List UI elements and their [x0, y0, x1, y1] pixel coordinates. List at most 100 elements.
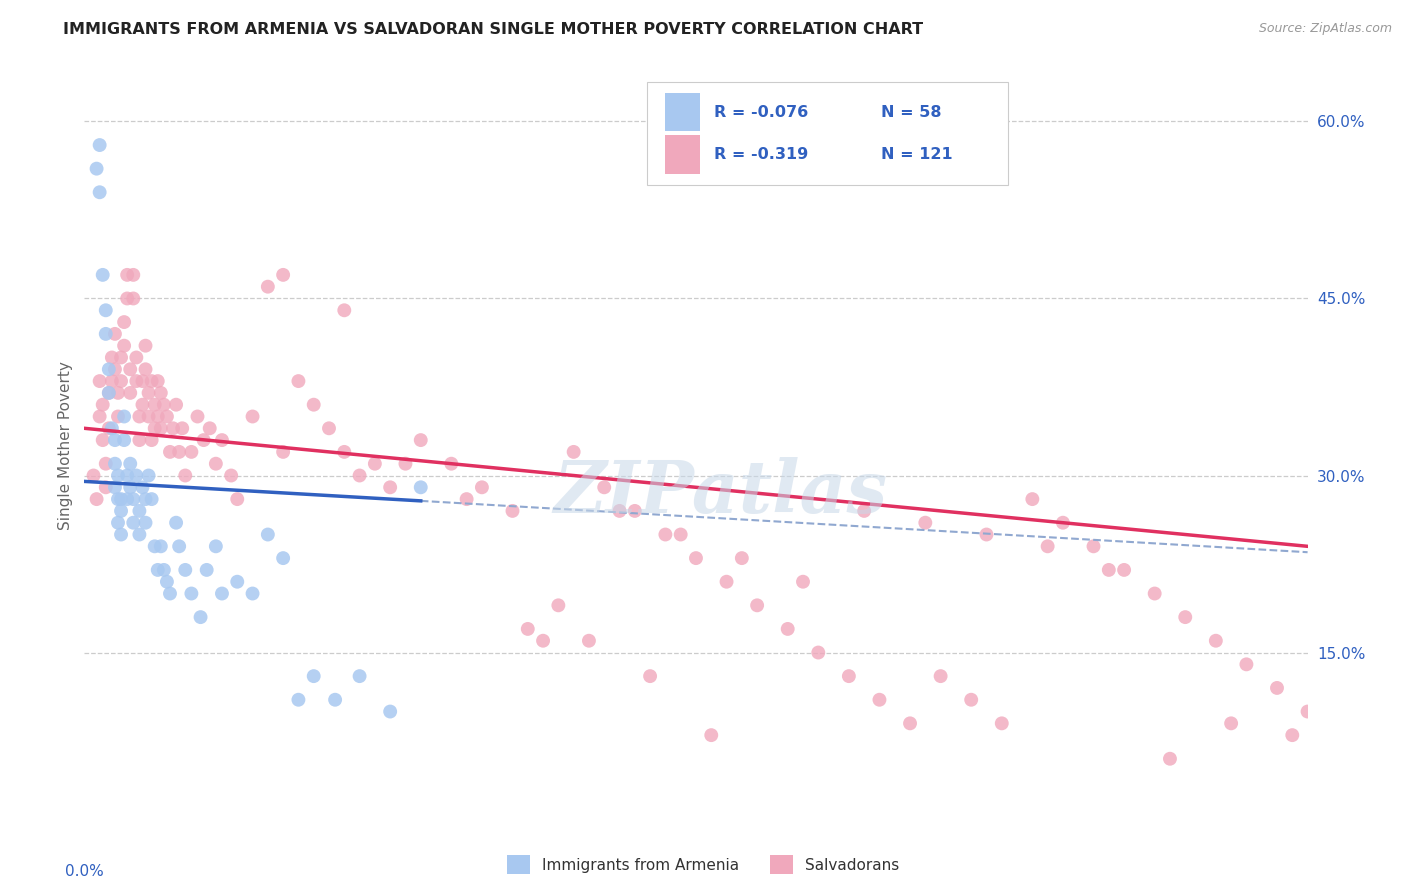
Point [125, 468, 148, 483]
Point [135, 516, 157, 530]
Point [349, 468, 371, 483]
Point [120, 385, 142, 400]
Point [97, 385, 120, 400]
Point [143, 421, 166, 435]
Point [869, 692, 891, 706]
Point [128, 433, 150, 447]
Point [94, 303, 117, 318]
Point [143, 398, 166, 412]
Point [143, 539, 166, 553]
Point [120, 457, 142, 471]
Point [1236, 657, 1258, 672]
Point [516, 622, 538, 636]
Point [333, 303, 356, 318]
Point [165, 516, 187, 530]
Point [1052, 516, 1074, 530]
Point [112, 339, 135, 353]
Point [531, 633, 554, 648]
Point [700, 728, 723, 742]
Point [128, 409, 150, 424]
Point [1036, 539, 1059, 553]
Point [409, 480, 432, 494]
Text: ZIPatlas: ZIPatlas [554, 457, 887, 527]
Point [149, 421, 172, 435]
Point [853, 504, 876, 518]
Point [156, 409, 179, 424]
Point [153, 398, 176, 412]
Point [107, 385, 129, 400]
Point [257, 279, 280, 293]
Point [115, 292, 138, 306]
Point [131, 398, 153, 412]
Point [1174, 610, 1197, 624]
Point [838, 669, 860, 683]
Point [991, 716, 1014, 731]
Text: 0.0%: 0.0% [65, 863, 104, 879]
Point [167, 539, 190, 553]
Point [172, 421, 194, 435]
Point [115, 492, 138, 507]
Point [141, 433, 163, 447]
Point [110, 492, 132, 507]
Point [149, 385, 172, 400]
Point [180, 586, 202, 600]
Point [180, 445, 202, 459]
Point [141, 374, 163, 388]
Point [174, 468, 197, 483]
Point [562, 445, 585, 459]
Point [685, 551, 707, 566]
Point [162, 421, 184, 435]
Point [807, 646, 830, 660]
Text: R = -0.076: R = -0.076 [714, 104, 808, 120]
Point [394, 457, 416, 471]
Point [190, 610, 212, 624]
Point [323, 692, 346, 706]
Point [104, 433, 127, 447]
Point [242, 409, 264, 424]
Point [94, 480, 117, 494]
Point [287, 692, 309, 706]
Text: IMMIGRANTS FROM ARMENIA VS SALVADORAN SINGLE MOTHER POVERTY CORRELATION CHART: IMMIGRANTS FROM ARMENIA VS SALVADORAN SI… [63, 22, 924, 37]
Point [159, 586, 181, 600]
Point [89, 409, 111, 424]
Point [205, 539, 228, 553]
Point [135, 362, 157, 376]
Point [131, 374, 153, 388]
Point [174, 563, 197, 577]
Point [110, 527, 132, 541]
Point [205, 457, 228, 471]
Point [669, 527, 692, 541]
Point [440, 457, 463, 471]
Point [104, 326, 127, 341]
Point [193, 433, 215, 447]
Point [138, 409, 160, 424]
Point [1083, 539, 1105, 553]
Point [110, 374, 132, 388]
Point [302, 669, 325, 683]
Point [318, 421, 340, 435]
Text: N = 121: N = 121 [880, 147, 952, 162]
Point [104, 480, 127, 494]
Point [91, 268, 114, 282]
Point [104, 362, 127, 376]
Point [242, 586, 264, 600]
Point [638, 669, 661, 683]
Point [1159, 752, 1181, 766]
Point [112, 433, 135, 447]
Point [156, 574, 179, 589]
Point [1098, 563, 1121, 577]
Text: Source: ZipAtlas.com: Source: ZipAtlas.com [1258, 22, 1392, 36]
Point [195, 563, 218, 577]
Point [91, 433, 114, 447]
Point [960, 692, 983, 706]
Point [364, 457, 387, 471]
Point [167, 445, 190, 459]
Point [1021, 492, 1043, 507]
Y-axis label: Single Mother Poverty: Single Mother Poverty [58, 361, 73, 531]
FancyBboxPatch shape [647, 81, 1008, 186]
Point [141, 492, 163, 507]
Point [547, 599, 569, 613]
Point [226, 574, 249, 589]
Point [104, 457, 127, 471]
Point [914, 516, 936, 530]
